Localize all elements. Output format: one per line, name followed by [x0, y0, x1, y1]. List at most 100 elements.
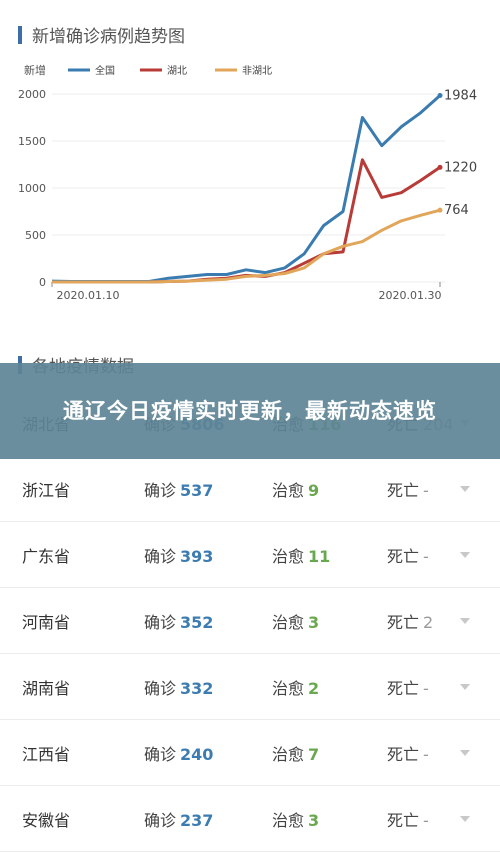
death-count: - [423, 480, 429, 500]
chart-section-title: 新增确诊病例趋势图 [32, 27, 185, 47]
y-tick-label: 1500 [18, 135, 46, 148]
province-name: 安徽省 [22, 810, 71, 830]
healed-stat: 治愈 11 [272, 543, 330, 567]
healed-stat: 治愈 9 [272, 477, 319, 501]
series-end-label: 1220 [444, 160, 477, 175]
region-row[interactable]: 河南省 确诊 352 治愈 3 死亡 2 [0, 588, 500, 654]
series-line [52, 208, 441, 284]
healed-count: 9 [308, 480, 320, 500]
headline-banner[interactable]: 通辽今日疫情实时更新，最新动态速览 [0, 363, 500, 459]
healed-stat: 治愈 3 [272, 609, 319, 633]
healed-label: 治愈 [272, 480, 305, 500]
healed-label: 治愈 [272, 810, 305, 830]
death-count: - [423, 546, 429, 566]
province-name: 浙江省 [22, 480, 71, 500]
trend-chart: 0 500 1000 1500 2000 新增 2020.01.10 2020.01.30 全… [18, 63, 477, 302]
y-tick-label: 2000 [18, 88, 46, 101]
series-end-label: 764 [444, 203, 469, 218]
series-end-label: 1984 [444, 89, 477, 104]
healed-count: 7 [308, 744, 320, 764]
legend-label: 湖北 [167, 65, 187, 77]
healed-label: 治愈 [272, 612, 305, 632]
death-label: 死亡 [387, 744, 420, 764]
y-tick-label: 500 [25, 229, 46, 242]
confirmed-count: 240 [180, 744, 214, 764]
expand-arrow-icon[interactable] [460, 683, 470, 690]
confirmed-label: 确诊 [144, 546, 177, 566]
confirmed-count: 393 [180, 546, 214, 566]
healed-label: 治愈 [272, 678, 305, 698]
healed-stat: 治愈 2 [272, 675, 319, 699]
chart-series: 1984 1220 764 [51, 89, 477, 284]
legend-label: 全国 [95, 64, 115, 77]
confirmed-stat: 确诊 352 [144, 609, 213, 633]
death-stat: 死亡 - [387, 741, 429, 765]
healed-stat: 治愈 3 [272, 807, 319, 831]
healed-count: 11 [308, 546, 331, 566]
healed-count: 3 [308, 810, 320, 830]
regions-table: 湖北省确诊5806治愈116死亡204浙江省确诊537治愈9死亡-广东省确诊39… [0, 390, 500, 852]
death-count: 2 [423, 612, 434, 632]
region-row[interactable]: 广东省 确诊 393 治愈 11 死亡 - [0, 522, 500, 588]
death-stat: 死亡 - [387, 477, 429, 501]
confirmed-stat: 确诊 393 [144, 543, 213, 567]
y-axis-label: 新增 [24, 63, 46, 77]
province-name: 河南省 [22, 612, 71, 632]
province-name: 广东省 [22, 546, 71, 566]
healed-stat: 治愈 7 [272, 741, 319, 765]
death-count: - [423, 678, 429, 698]
confirmed-label: 确诊 [144, 480, 177, 500]
death-label: 死亡 [387, 480, 420, 500]
chart-section-header: 新增确诊病例趋势图 [18, 22, 185, 47]
healed-count: 2 [308, 678, 320, 698]
death-count: - [423, 810, 429, 830]
region-row[interactable]: 江西省 确诊 240 治愈 7 死亡 - [0, 720, 500, 786]
confirmed-stat: 确诊 237 [144, 807, 213, 831]
death-stat: 死亡 - [387, 543, 429, 567]
death-stat: 死亡 2 [387, 609, 433, 633]
confirmed-label: 确诊 [144, 612, 177, 632]
province-name: 湖南省 [22, 678, 71, 698]
confirmed-stat: 确诊 240 [144, 741, 213, 765]
chart-axes: 0 500 1000 1500 2000 新增 2020.01.10 2020.01.30 [18, 63, 441, 302]
series-end-point [437, 164, 443, 170]
chart-legend: 全国 湖北 非湖北 [68, 64, 272, 77]
series-line [52, 158, 441, 284]
death-count: - [423, 744, 429, 764]
province-name: 江西省 [22, 744, 71, 764]
region-row[interactable]: 安徽省 确诊 237 治愈 3 死亡 - [0, 786, 500, 852]
chart-grid [52, 93, 445, 283]
death-label: 死亡 [387, 810, 420, 830]
confirmed-stat: 确诊 332 [144, 675, 213, 699]
region-row[interactable]: 湖南省 确诊 332 治愈 2 死亡 - [0, 654, 500, 720]
expand-arrow-icon[interactable] [460, 617, 470, 624]
confirmed-label: 确诊 [144, 678, 177, 698]
death-stat: 死亡 - [387, 675, 429, 699]
healed-label: 治愈 [272, 744, 305, 764]
region-row[interactable]: 浙江省 确诊 537 治愈 9 死亡 - [0, 456, 500, 522]
expand-arrow-icon[interactable] [460, 815, 470, 822]
series-end-point [437, 207, 443, 213]
expand-arrow-icon[interactable] [460, 485, 470, 492]
death-label: 死亡 [387, 612, 420, 632]
confirmed-count: 537 [180, 480, 214, 500]
healed-label: 治愈 [272, 546, 305, 566]
expand-arrow-icon[interactable] [460, 749, 470, 756]
section-accent-bar [18, 25, 22, 44]
confirmed-label: 确诊 [144, 810, 177, 830]
series-end-point [437, 93, 443, 99]
legend-label: 非湖北 [242, 65, 272, 77]
y-tick-label: 0 [39, 276, 46, 289]
death-label: 死亡 [387, 678, 420, 698]
confirmed-stat: 确诊 537 [144, 477, 213, 501]
death-stat: 死亡 - [387, 807, 429, 831]
death-label: 死亡 [387, 546, 420, 566]
confirmed-label: 确诊 [144, 744, 177, 764]
confirmed-count: 352 [180, 612, 214, 632]
x-tick-label: 2020.01.30 [379, 289, 442, 302]
expand-arrow-icon[interactable] [460, 551, 470, 558]
confirmed-count: 332 [180, 678, 214, 698]
headline-text: 通辽今日疫情实时更新，最新动态速览 [63, 399, 437, 423]
confirmed-count: 237 [180, 810, 214, 830]
healed-count: 3 [308, 612, 320, 632]
